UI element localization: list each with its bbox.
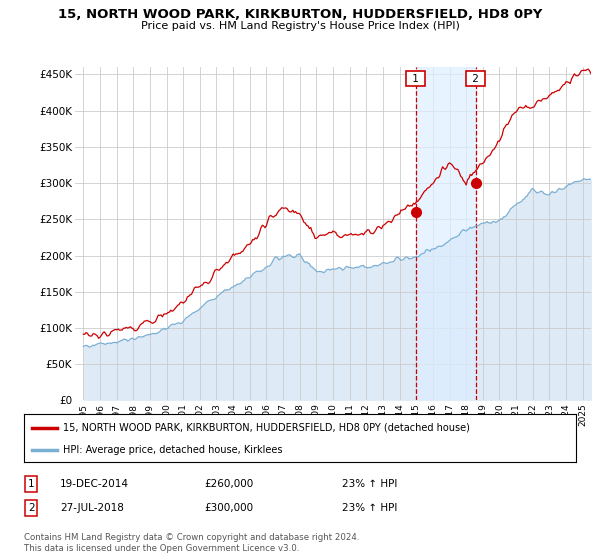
Text: 27-JUL-2018: 27-JUL-2018 — [60, 503, 124, 513]
Text: £260,000: £260,000 — [204, 479, 253, 489]
Text: 2: 2 — [469, 74, 482, 84]
Text: 1: 1 — [409, 74, 422, 84]
Text: Contains HM Land Registry data © Crown copyright and database right 2024.
This d: Contains HM Land Registry data © Crown c… — [24, 533, 359, 553]
Text: 19-DEC-2014: 19-DEC-2014 — [60, 479, 129, 489]
Text: HPI: Average price, detached house, Kirklees: HPI: Average price, detached house, Kirk… — [62, 445, 282, 455]
Text: 23% ↑ HPI: 23% ↑ HPI — [342, 503, 397, 513]
Text: £300,000: £300,000 — [204, 503, 253, 513]
Text: 15, NORTH WOOD PARK, KIRKBURTON, HUDDERSFIELD, HD8 0PY: 15, NORTH WOOD PARK, KIRKBURTON, HUDDERS… — [58, 8, 542, 21]
Text: 2: 2 — [28, 503, 35, 513]
Bar — [416, 67, 476, 400]
Text: 1: 1 — [28, 479, 35, 489]
Text: Price paid vs. HM Land Registry's House Price Index (HPI): Price paid vs. HM Land Registry's House … — [140, 21, 460, 31]
Text: 15, NORTH WOOD PARK, KIRKBURTON, HUDDERSFIELD, HD8 0PY (detached house): 15, NORTH WOOD PARK, KIRKBURTON, HUDDERS… — [62, 423, 470, 433]
Text: 23% ↑ HPI: 23% ↑ HPI — [342, 479, 397, 489]
